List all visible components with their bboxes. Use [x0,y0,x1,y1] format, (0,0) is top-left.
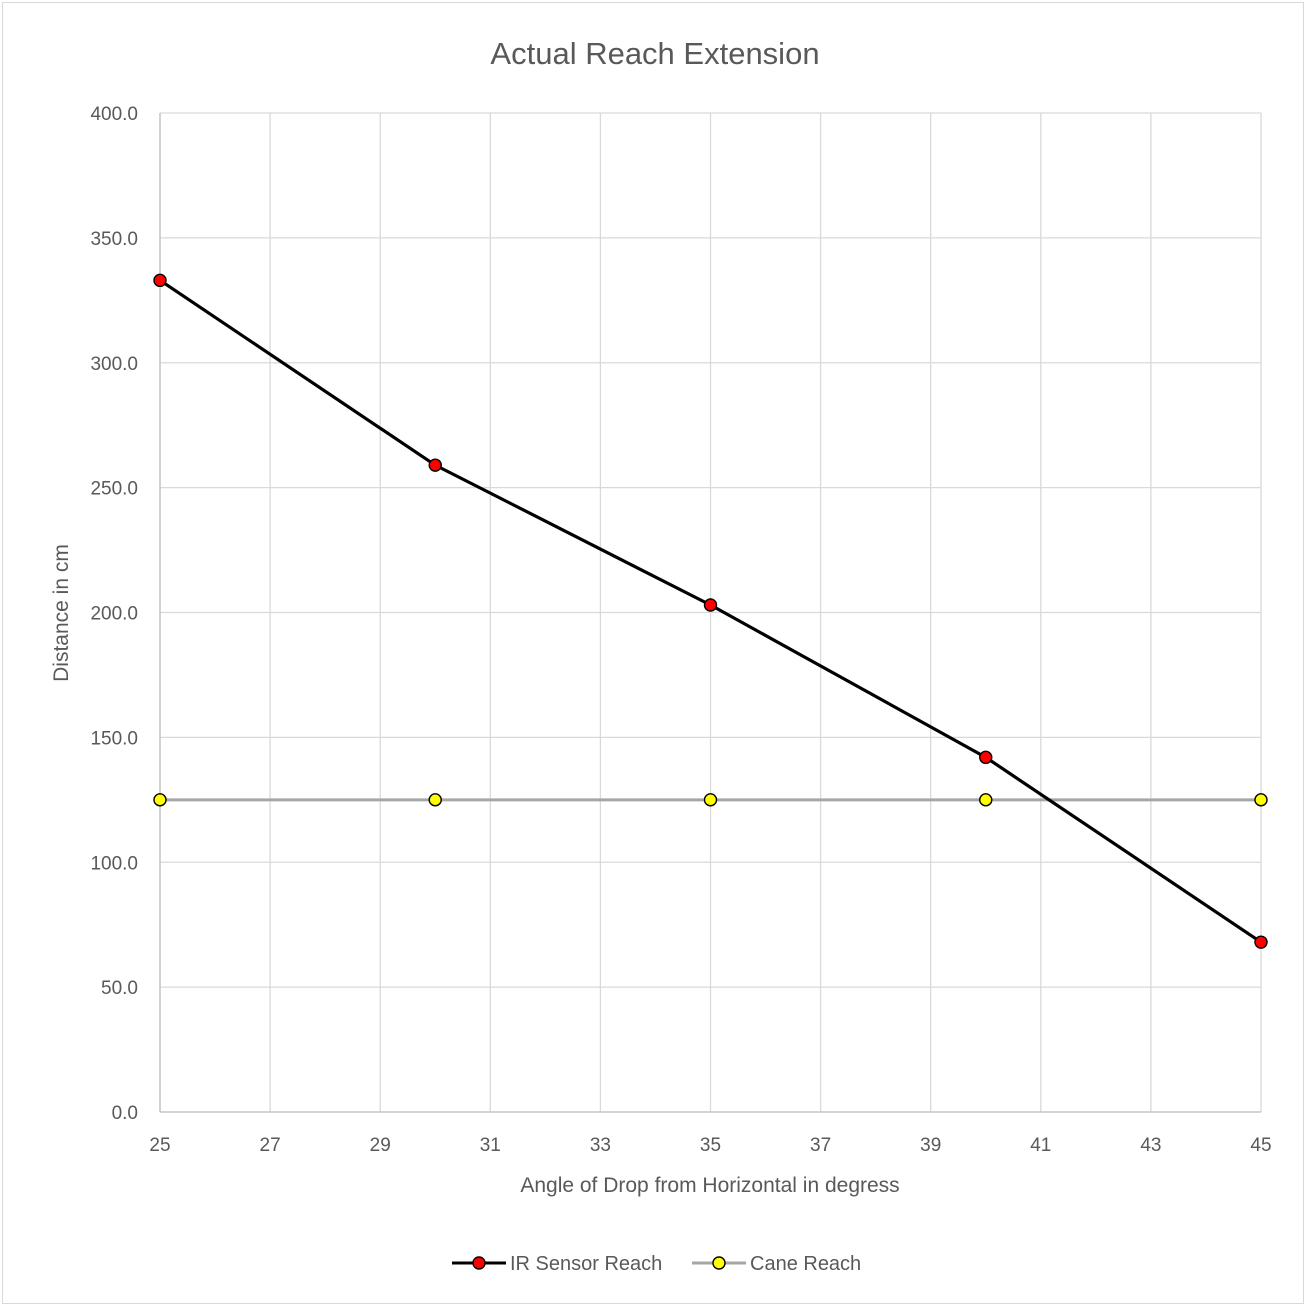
series-layer [153,273,1268,949]
cane-reach-point [428,793,442,807]
cane-reach-point [153,793,167,807]
ir-sensor-reach-point [703,598,718,612]
y-tick-label: 150.0 [90,728,138,749]
legend-cane-reach-marker [712,1256,726,1270]
x-tick-label: 43 [1140,1135,1161,1156]
ir-sensor-reach-point [979,750,993,765]
y-axis-ticks: 0.0 50.0 100.0 150.0 200.0 250.0 300.0 350.0 400… [90,104,138,1124]
x-tick-label: 31 [480,1135,501,1156]
legend: IR Sensor Reach Cane Reach [452,1253,861,1275]
grid-lines [159,112,1262,1113]
y-tick-label: 350.0 [90,229,138,250]
y-tick-label: 50.0 [101,978,138,999]
x-axis-label: Angle of Drop from Horizontal in degress [520,1174,899,1197]
y-tick-label: 200.0 [90,604,138,625]
cane-reach-point [1254,793,1268,807]
ir-sensor-reach-point [428,458,442,472]
y-tick-label: 250.0 [90,479,138,500]
x-tick-label: 35 [700,1135,721,1156]
y-tick-label: 400.0 [90,104,138,125]
legend-ir-sensor-reach-label: IR Sensor Reach [510,1253,662,1275]
x-tick-label: 33 [590,1135,611,1156]
legend-cane-reach-label: Cane Reach [750,1253,861,1275]
x-tick-label: 27 [260,1135,281,1156]
y-tick-label: 100.0 [90,853,138,874]
y-axis-label: Distance in cm [50,544,73,682]
ir-sensor-reach-point [1254,935,1268,949]
x-tick-label: 37 [810,1135,831,1156]
ir-sensor-reach-point [153,273,167,288]
legend-ir-sensor-reach-marker [472,1256,486,1270]
x-axis-ticks: 25 27 29 31 33 35 37 39 41 43 45 [149,1135,1271,1156]
x-tick-label: 45 [1250,1135,1271,1156]
x-tick-label: 41 [1030,1135,1051,1156]
cane-reach-point [979,793,993,807]
y-tick-label: 300.0 [90,354,138,375]
chart-title: Actual Reach Extension [490,36,819,71]
x-tick-label: 39 [920,1135,941,1156]
cane-reach-point [703,793,718,807]
x-tick-label: 29 [370,1135,391,1156]
y-tick-label: 0.0 [112,1103,138,1124]
x-tick-label: 25 [149,1135,170,1156]
